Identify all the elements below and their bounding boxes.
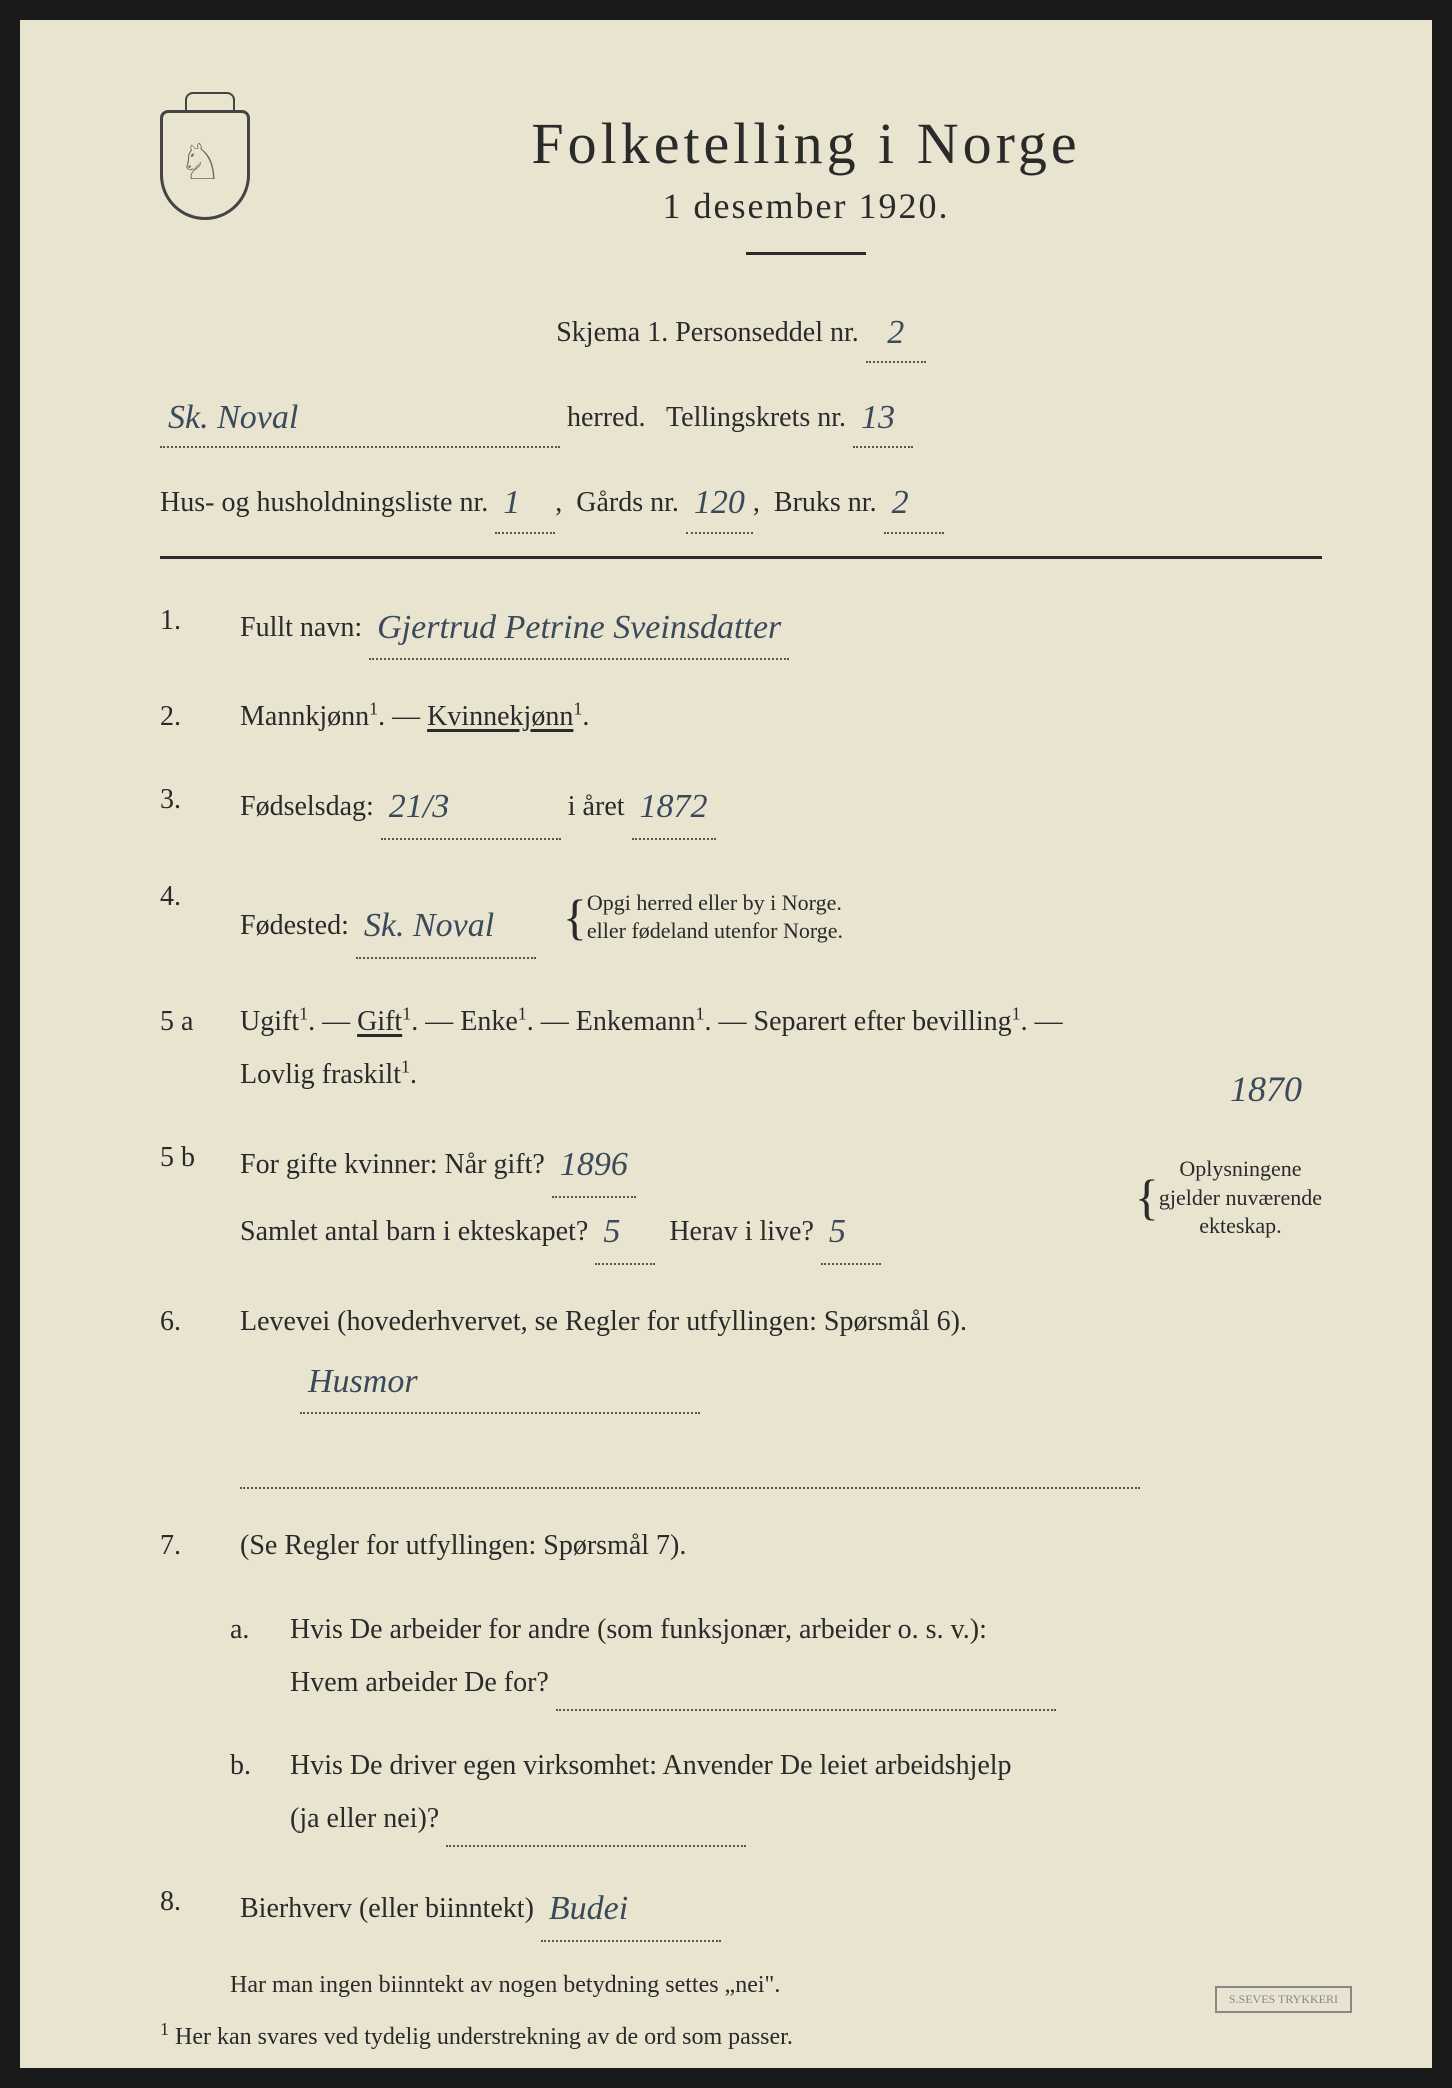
q2-num: 2. (160, 690, 220, 743)
gard-value: 120 (694, 484, 745, 521)
coat-of-arms-icon: ♘ (160, 110, 260, 240)
q7a-label: a. (230, 1603, 270, 1711)
q8: 8. Bierhverv (eller biinntekt) Budei (160, 1875, 1322, 1942)
krets-value: 13 (861, 399, 895, 436)
subtitle: 1 desember 1920. (290, 185, 1322, 227)
q7b: b. Hvis De driver egen virksomhet: Anven… (230, 1739, 1322, 1847)
q5a-num: 5 a (160, 995, 220, 1101)
q5b-alive-label: Herav i live? (669, 1216, 814, 1247)
household-line: Hus- og husholdningsliste nr. 1, Gårds n… (160, 470, 1322, 533)
q4-label: Fødested: (240, 910, 349, 941)
q5b-children-label: Samlet antal barn i ekteskapet? (240, 1216, 588, 1247)
q2-female: Kvinnekjønn (427, 701, 573, 732)
gard-label: Gårds nr. (576, 487, 679, 518)
q5b-note3: ekteskap. (1199, 1213, 1281, 1238)
section-divider (160, 556, 1322, 559)
printer-stamp: S.SEVES TRYKKERI (1215, 1986, 1352, 2013)
q3-num: 3. (160, 773, 220, 840)
schema-line: Skjema 1. Personseddel nr. 2 (160, 300, 1322, 363)
q6-value: Husmor (308, 1363, 418, 1400)
q2-male: Mannkjønn (240, 701, 369, 732)
q7-num: 7. (160, 1519, 220, 1572)
list-label: Hus- og husholdningsliste nr. (160, 487, 488, 518)
q1: 1. Fullt navn: Gjertrud Petrine Sveinsda… (160, 594, 1322, 661)
q8-num: 8. (160, 1875, 220, 1942)
q3: 3. Fødselsdag: 21/3 i året 1872 (160, 773, 1322, 840)
q7-label: (Se Regler for utfyllingen: Spørsmål 7). (240, 1519, 1322, 1572)
q5b: 5 b For gifte kvinner: Når gift? 1896 Sa… (160, 1131, 1322, 1264)
q5a-enke: Enke (460, 1006, 518, 1037)
q6-label: Levevei (hovederhvervet, se Regler for u… (240, 1306, 967, 1337)
q8-value: Budei (549, 1890, 628, 1927)
herred-value: Sk. Noval (168, 399, 298, 436)
herred-label: herred. (567, 402, 646, 433)
q8-label: Bierhverv (eller biinntekt) (240, 1893, 534, 1924)
q1-value: Gjertrud Petrine Sveinsdatter (377, 609, 781, 646)
q3-day: 21/3 (389, 788, 449, 825)
header: ♘ Folketelling i Norge 1 desember 1920. (160, 110, 1322, 290)
bruk-value: 2 (892, 484, 909, 521)
q5a-enkemann: Enkemann (576, 1006, 696, 1037)
q7b-text2: (ja eller nei)? (290, 1803, 439, 1834)
q5a-separert: Separert efter bevilling (754, 1006, 1012, 1037)
schema-value: 2 (887, 314, 904, 351)
q1-num: 1. (160, 594, 220, 661)
margin-year: 1870 (1230, 1055, 1302, 1123)
q5b-year: 1896 (560, 1146, 628, 1183)
q1-label: Fullt navn: (240, 612, 362, 643)
census-form-page: ♘ Folketelling i Norge 1 desember 1920. … (20, 20, 1432, 2068)
q4-num: 4. (160, 870, 220, 965)
q7b-text1: Hvis De driver egen virksomhet: Anvender… (290, 1750, 1012, 1781)
q4-value: Sk. Noval (364, 907, 494, 944)
q5a: 5 a Ugift1. — Gift1. — Enke1. — Enkemann… (160, 995, 1322, 1101)
bruk-label: Bruks nr. (774, 487, 877, 518)
q5b-children: 5 (603, 1213, 620, 1250)
q6: 6. Levevei (hovederhvervet, se Regler fo… (160, 1295, 1322, 1490)
main-title: Folketelling i Norge (290, 110, 1322, 177)
q7a-text1: Hvis De arbeider for andre (som funksjon… (290, 1614, 987, 1645)
q7b-label: b. (230, 1739, 270, 1847)
q7: 7. (Se Regler for utfyllingen: Spørsmål … (160, 1519, 1322, 1572)
location-line: Sk. Noval herred. Tellingskrets nr. 13 (160, 385, 1322, 448)
krets-label: Tellingskrets nr. (666, 402, 846, 433)
q5b-num: 5 b (160, 1131, 220, 1264)
divider (746, 252, 866, 255)
q7a-text2: Hvem arbeider De for? (290, 1667, 549, 1698)
footer-note2: 1 Her kan svares ved tydelig understrekn… (160, 2019, 1322, 2051)
q4-note1: Opgi herred eller by i Norge. (587, 890, 842, 915)
q7a: a. Hvis De arbeider for andre (som funks… (230, 1603, 1322, 1711)
q5a-fraskilt: Lovlig fraskilt (240, 1059, 401, 1090)
q5b-note1: Oplysningene (1179, 1156, 1301, 1181)
q3-year: 1872 (640, 788, 708, 825)
q5b-alive: 5 (829, 1213, 846, 1250)
title-block: Folketelling i Norge 1 desember 1920. (290, 110, 1322, 290)
q4-note2: eller fødeland utenfor Norge. (587, 918, 843, 943)
q6-num: 6. (160, 1295, 220, 1490)
q5b-note2: gjelder nuværende (1159, 1185, 1322, 1210)
q3-year-label: i året (568, 791, 625, 822)
q2: 2. Mannkjønn1. — Kvinnekjønn1. (160, 690, 1322, 743)
footer-note1: Har man ingen biinntekt av nogen betydni… (230, 1972, 1322, 1999)
schema-label: Skjema 1. Personseddel nr. (556, 317, 859, 348)
q3-label: Fødselsdag: (240, 791, 374, 822)
q4: 4. Fødested: Sk. Noval { Opgi herred ell… (160, 870, 1322, 965)
q5a-gift: Gift (357, 1006, 402, 1037)
q5a-ugift: Ugift (240, 1006, 299, 1037)
q5b-label: For gifte kvinner: Når gift? (240, 1149, 545, 1180)
list-value: 1 (503, 484, 520, 521)
